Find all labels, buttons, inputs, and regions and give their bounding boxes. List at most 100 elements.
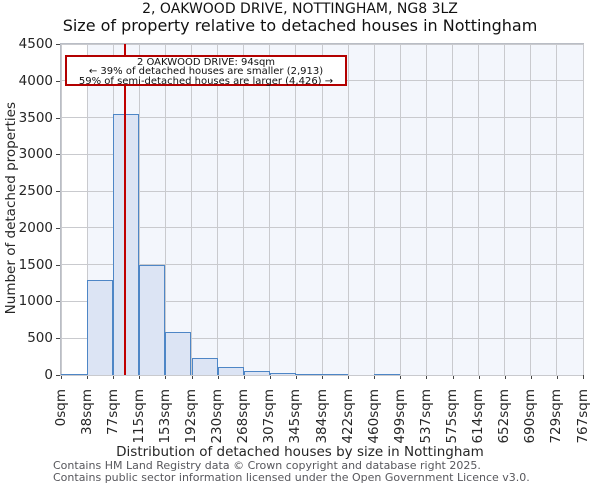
x-tick-label: 422sqm (339, 389, 356, 444)
x-tickmark (530, 375, 532, 379)
x-tick-label: 384sqm (313, 389, 330, 444)
y-tickmark (56, 264, 60, 266)
y-tick-label: 2500 (18, 183, 53, 200)
chart-subtitle: Size of property relative to detached ho… (62, 16, 538, 35)
x-tick-label: 537sqm (417, 389, 434, 444)
x-tickmark (217, 375, 219, 379)
y-tick-label: 4000 (18, 72, 53, 89)
y-tickmark (56, 227, 60, 229)
histogram-bar (61, 373, 88, 375)
x-tick-label: 729sqm (548, 389, 565, 444)
gridline (61, 374, 583, 376)
x-tickmark (269, 375, 271, 379)
histogram-bar (87, 280, 114, 375)
x-tickmark (139, 375, 141, 379)
gridline (243, 44, 245, 375)
y-tick-label: 3500 (18, 109, 53, 126)
x-tickmark (583, 375, 584, 379)
gridline (478, 44, 480, 375)
x-tick-label: 345sqm (287, 389, 304, 444)
x-axis-label: Distribution of detached houses by size … (116, 444, 484, 460)
property-size-marker-line (123, 44, 126, 375)
y-axis-label: Number of detached properties (3, 102, 19, 315)
x-tick-label: 767sqm (574, 389, 591, 444)
x-tick-label: 499sqm (391, 389, 408, 444)
shaded-band (86, 44, 583, 375)
x-tick-label: 192sqm (183, 389, 199, 444)
x-tick-label: 690sqm (522, 389, 539, 444)
histogram-bar (374, 373, 401, 375)
y-tick-label: 3000 (18, 146, 53, 163)
x-tick-label: 153sqm (156, 389, 173, 444)
x-tickmark (452, 375, 454, 379)
gridline (86, 44, 88, 375)
gridline (191, 44, 192, 375)
gridline (60, 44, 62, 375)
gridline (504, 44, 506, 375)
gridline (295, 44, 297, 375)
annotation-line-1: 2 OAKWOOD DRIVE: 94sqm (136, 57, 276, 68)
annotation-line-3: 59% of semi-detached houses are larger (… (78, 75, 334, 87)
x-tick-label: 652sqm (496, 389, 513, 444)
histogram-bar (113, 113, 140, 375)
y-tickmark (56, 301, 60, 303)
y-tickmark (56, 80, 60, 82)
footer-attribution-1: Contains HM Land Registry data © Crown c… (53, 459, 481, 472)
x-tickmark (191, 375, 193, 379)
y-tick-label: 1000 (18, 293, 53, 310)
gridline (164, 44, 166, 375)
gridline (556, 44, 558, 375)
x-tickmark (87, 375, 89, 379)
histogram-bar (191, 358, 218, 375)
x-tick-label: 230sqm (209, 389, 226, 444)
histogram-bar (217, 366, 244, 375)
annotation-box: 2 OAKWOOD DRIVE: 94sqm ← 39% of detached… (65, 55, 347, 86)
x-tickmark (113, 375, 115, 379)
x-tickmark (400, 375, 402, 379)
gridline (452, 44, 453, 375)
x-tickmark (504, 375, 506, 379)
x-tick-label: 460sqm (365, 389, 382, 444)
plot-area: 0 500 1000 1500 2000 2500 3000 3500 4000 4500 0sqm… (19, 36, 591, 444)
histogram-bar (295, 373, 322, 375)
x-tick-label: 115sqm (130, 389, 147, 444)
histogram-bar (269, 373, 296, 375)
y-tick-label: 2000 (18, 219, 53, 236)
x-tick-label: 77sqm (104, 389, 121, 435)
y-tickmark (56, 154, 60, 156)
gridline (582, 44, 584, 375)
footer-attribution-2: Contains public sector information licen… (53, 471, 530, 484)
x-tickmark (556, 375, 558, 379)
x-tickmark (61, 375, 62, 379)
x-tickmark (348, 375, 350, 379)
y-tickmark (56, 338, 60, 340)
y-tick-label: 4500 (18, 36, 53, 52)
x-tickmark (322, 375, 323, 379)
x-tickmark (165, 375, 167, 379)
x-tickmark (478, 375, 480, 379)
annotation-line-2: ← 39% of detached houses are smaller (2,… (88, 66, 324, 78)
gridline (321, 44, 323, 375)
x-tickmark (243, 375, 245, 379)
y-tick-label: 500 (27, 330, 53, 347)
x-tickmark (295, 375, 297, 379)
y-tickmark (56, 117, 60, 119)
x-tick-label: 268sqm (235, 389, 252, 444)
gridline (347, 44, 349, 375)
gridline (399, 44, 401, 375)
x-tickmark (426, 375, 428, 379)
x-tick-label: 0sqm (52, 389, 69, 427)
histogram-bar (243, 370, 270, 375)
y-tick-label: 0 (44, 367, 53, 383)
chart-title: 2, OAKWOOD DRIVE, NOTTINGHAM, NG8 3LZ (142, 1, 458, 17)
gridline (269, 44, 271, 375)
histogram-bar (322, 373, 349, 375)
x-tick-label: 614sqm (470, 389, 487, 444)
histogram-bar (139, 265, 166, 375)
x-tick-label: 38sqm (78, 389, 95, 435)
x-tick-label: 307sqm (261, 389, 278, 444)
gridline (530, 44, 532, 375)
x-tickmark (374, 375, 376, 379)
y-tick-label: 1500 (18, 256, 53, 273)
